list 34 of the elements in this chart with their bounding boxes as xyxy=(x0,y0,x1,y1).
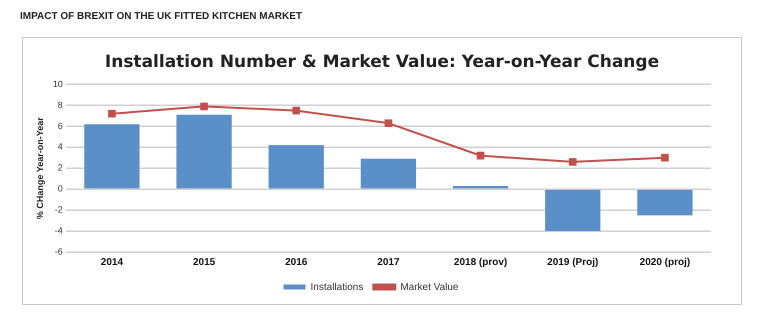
x-tick-label: 2019 (Proj) xyxy=(547,256,598,268)
bar xyxy=(360,158,416,188)
legend-label: Market Value xyxy=(400,282,459,293)
chart-subtitle: Installation Number & Market Value: Year-on-Year Change xyxy=(104,52,660,72)
bar xyxy=(84,124,140,188)
y-axis-title: % CHange Year-on-Year xyxy=(34,116,45,220)
y-tick-label: -2 xyxy=(54,204,63,215)
x-tick-label: 2015 xyxy=(192,256,216,268)
y-tick-label: 4 xyxy=(58,142,63,152)
bar xyxy=(637,190,693,216)
point xyxy=(200,102,208,110)
point xyxy=(108,110,116,118)
y-tick-label: 0 xyxy=(58,184,63,194)
point xyxy=(568,158,577,166)
point xyxy=(292,106,300,114)
point xyxy=(661,154,669,162)
bar xyxy=(176,114,232,188)
legend-label: Installations xyxy=(310,282,364,293)
x-tick-label: 2020 (proj) xyxy=(640,256,690,268)
x-tick-label: 2016 xyxy=(285,256,308,268)
y-tick-label: 2 xyxy=(58,162,63,173)
y-tick-label: -4 xyxy=(54,226,63,236)
y-tick-label: 10 xyxy=(52,78,63,89)
point xyxy=(476,152,484,160)
bar xyxy=(545,190,600,232)
x-tick-label: 2017 xyxy=(377,256,400,268)
y-tick-label: 6 xyxy=(58,120,63,131)
y-tick-label: -6 xyxy=(54,246,63,256)
chart-title: IMPACT OF BREXIT ON THE UK FITTED KITCHEN MARKET xyxy=(20,11,302,22)
x-tick-label: 2014 xyxy=(100,256,124,268)
y-tick-label: 8 xyxy=(58,100,63,110)
point xyxy=(384,119,392,127)
bar xyxy=(268,145,324,188)
x-tick-label: 2018 (prov) xyxy=(454,256,508,268)
